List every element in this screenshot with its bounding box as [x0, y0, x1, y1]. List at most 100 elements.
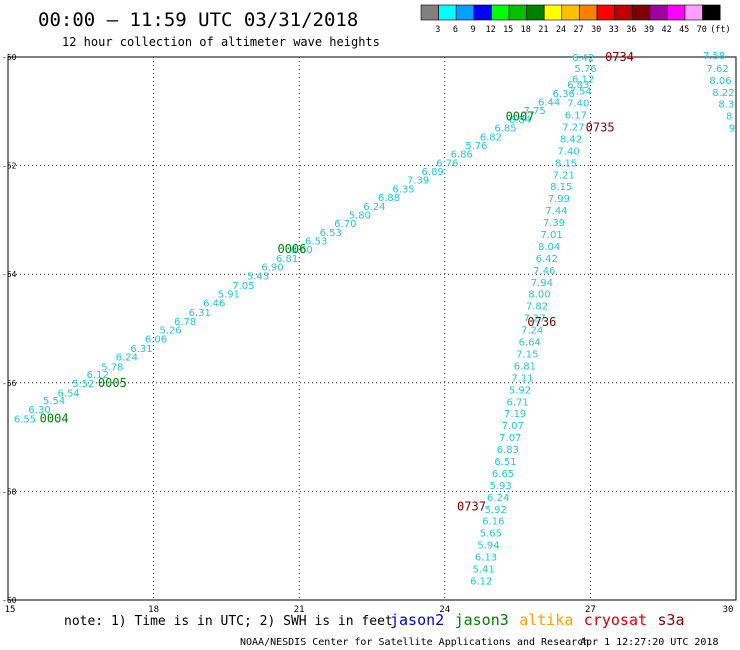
swh-point: 7.05	[232, 281, 254, 292]
swh-point: 6.86	[451, 150, 473, 161]
grid-lines	[8, 57, 736, 600]
pass-id-label: 0004	[40, 412, 69, 426]
legend-swatch	[631, 4, 651, 21]
swh-point: 5.91	[218, 290, 240, 301]
pass-id-label: 0006	[277, 242, 306, 256]
swh-point: 7.39	[407, 176, 429, 187]
swh-point: 7.99	[548, 194, 570, 205]
x-tick-label: 27	[585, 605, 596, 615]
legend-swatch	[561, 4, 580, 21]
swh-point: 6.06	[145, 334, 167, 345]
color-legend: 3 6 9 12 15 18 21 24 27 30 33 36 39 42 45 70 (ft)	[420, 4, 731, 35]
swh-point: 8.06	[709, 76, 731, 87]
legend-unit: (ft)	[710, 25, 730, 35]
y-tick-label: -52	[2, 162, 17, 171]
swh-point: 6.16	[482, 517, 504, 528]
swh-point: 6.81	[514, 361, 536, 372]
swh-point: 5.92	[485, 505, 507, 516]
swh-point: 6.12	[470, 576, 492, 587]
x-tick-label: 24	[439, 605, 450, 615]
swh-point: 6.54	[58, 389, 80, 400]
legend-label: 27	[573, 25, 583, 35]
legend-label: 24	[556, 25, 566, 35]
plot-frame	[7, 56, 737, 601]
swh-point: 5.94	[477, 541, 499, 552]
swh-point: 5.76	[574, 64, 596, 75]
swh-point: 7.07	[502, 421, 524, 432]
legend-swatch	[684, 4, 703, 21]
swh-point: 6.24	[116, 353, 138, 364]
swh-point: 8.22	[712, 88, 734, 99]
x-tick-label: 30	[723, 605, 734, 615]
legend-swatch	[508, 4, 527, 21]
swh-point: 7.27	[562, 123, 584, 134]
legend-label: 6	[453, 25, 458, 35]
swh-point: 6.60	[290, 245, 312, 256]
swh-point: 6.85	[494, 124, 516, 135]
legend-label: 39	[644, 25, 654, 35]
swh-point: 9	[729, 124, 735, 135]
y-tick-label: -58	[2, 487, 17, 496]
legend-swatch	[649, 4, 668, 21]
x-tick-label: 21	[294, 605, 305, 615]
swh-point: 8.00	[528, 290, 550, 301]
swh-point: 6.24	[363, 202, 385, 213]
swh-point: 6.31	[130, 344, 152, 355]
legend-label: 33	[609, 25, 619, 35]
swh-point: 7.15	[516, 349, 538, 360]
swh-point: 7.40	[567, 99, 589, 110]
swh-point: 8.15	[555, 158, 577, 169]
swh-point: 5.26	[159, 326, 181, 337]
swh-point: 8.3	[718, 100, 734, 111]
swh-point: 5.80	[349, 210, 371, 221]
chart-title: 00:00 – 11:59 UTC 03/31/2018	[38, 9, 358, 31]
swh-point: 7.07	[499, 433, 521, 444]
swh-point: 6.42	[536, 254, 558, 265]
swh-point: 5.43	[247, 271, 269, 282]
legend-swatch	[543, 4, 563, 21]
swh-point: 7.82	[526, 302, 548, 313]
swh-point: 6.65	[492, 469, 514, 480]
y-axis-ticks: -50 -52 -54 -56 -58 -60	[2, 53, 17, 605]
swh-point: 6.53	[320, 228, 342, 239]
legend-swatch	[702, 4, 721, 21]
swh-point: 7.75	[523, 106, 545, 117]
satellite-jason3: jason3	[455, 611, 509, 629]
wave-height-points: 6.556.305.546.545.526.125.786.246.316.06…	[14, 51, 735, 588]
swh-point: 8.42	[560, 134, 582, 145]
footer-note: note: 1) Time is in UTC; 2) SWH is in fe…	[64, 614, 393, 629]
swh-point: 6.35	[392, 184, 414, 195]
swh-point: 7.94	[531, 278, 553, 289]
legend-swatch	[579, 4, 598, 21]
satellite-cryosat: cryosat	[584, 611, 647, 629]
swh-point: 6.88	[378, 193, 400, 204]
swh-point: 6.17	[565, 111, 587, 122]
swh-point: 7.46	[533, 266, 555, 277]
swh-point: 7.27	[523, 314, 545, 325]
legend-label: 70	[697, 25, 707, 35]
pass-id-label: 0734	[605, 50, 634, 64]
swh-point: 5.92	[509, 385, 531, 396]
swh-point: 6.90	[261, 263, 283, 274]
swh-point: 6.81	[276, 254, 298, 265]
pass-id-label: 0007	[506, 110, 535, 124]
swh-point: 6.36	[553, 89, 575, 100]
satellite-s3a: s3a	[658, 611, 685, 629]
x-tick-label: 15	[5, 605, 16, 615]
legend-swatch	[473, 4, 492, 21]
swh-point: 6.78	[174, 317, 196, 328]
footer-timestamp: Apr 1 12:27:20 UTC 2018	[580, 637, 718, 648]
swh-point: 5.76	[465, 141, 487, 152]
legend-label: 36	[626, 25, 636, 35]
legend-label: 21	[538, 25, 548, 35]
swh-point: 6.83	[567, 80, 589, 91]
swh-point: 6.46	[203, 298, 225, 309]
swh-point: 6.70	[334, 219, 356, 230]
swh-point: 6.12	[87, 370, 109, 381]
pass-id-label: 0735	[586, 121, 615, 135]
swh-point: 5.78	[101, 363, 123, 374]
satellite-legend: jason2 jason3 altika cryosat s3a	[390, 611, 685, 629]
footer-credit: NOAA/NESDIS Center for Satellite Applica…	[240, 637, 589, 648]
swh-point: 5.65	[480, 529, 502, 540]
swh-point: 7.58	[703, 51, 725, 62]
